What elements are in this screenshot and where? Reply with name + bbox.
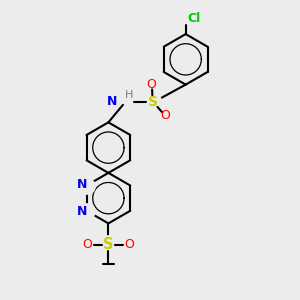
Text: H: H	[124, 90, 133, 100]
Text: N: N	[76, 206, 87, 218]
Text: O: O	[146, 78, 156, 91]
Text: S: S	[148, 95, 158, 109]
Text: S: S	[103, 237, 114, 252]
Text: Cl: Cl	[188, 12, 201, 25]
Text: O: O	[124, 238, 134, 251]
Text: N: N	[76, 178, 87, 191]
Text: O: O	[160, 109, 170, 122]
Text: O: O	[82, 238, 92, 251]
Text: N: N	[107, 95, 117, 108]
